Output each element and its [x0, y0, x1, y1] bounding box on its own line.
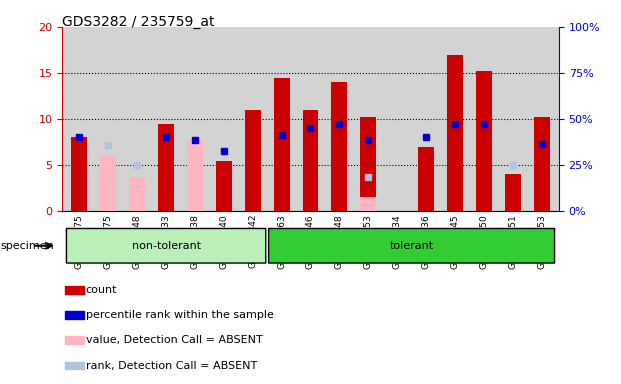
Bar: [158, 124, 174, 211]
Bar: [476, 71, 492, 211]
Text: tolerant: tolerant: [389, 241, 433, 251]
Bar: [101, 156, 116, 211]
Bar: [187, 140, 203, 211]
Bar: [65, 336, 84, 344]
Bar: [360, 117, 376, 211]
Text: specimen: specimen: [1, 241, 55, 251]
Text: GDS3282 / 235759_at: GDS3282 / 235759_at: [62, 15, 215, 29]
Bar: [65, 311, 84, 319]
Bar: [245, 110, 261, 211]
Text: non-tolerant: non-tolerant: [132, 241, 201, 251]
Bar: [187, 142, 203, 211]
Bar: [332, 82, 347, 211]
Text: count: count: [86, 285, 117, 295]
Bar: [505, 174, 520, 211]
Bar: [71, 137, 88, 211]
Bar: [418, 147, 434, 211]
Text: rank, Detection Call = ABSENT: rank, Detection Call = ABSENT: [86, 361, 257, 371]
Text: value, Detection Call = ABSENT: value, Detection Call = ABSENT: [86, 335, 263, 345]
Bar: [129, 177, 145, 211]
FancyBboxPatch shape: [269, 228, 555, 263]
Bar: [360, 197, 376, 211]
Bar: [216, 161, 232, 211]
Bar: [533, 117, 550, 211]
Text: percentile rank within the sample: percentile rank within the sample: [86, 310, 274, 320]
Bar: [447, 55, 463, 211]
Bar: [274, 78, 289, 211]
Bar: [65, 362, 84, 369]
Bar: [302, 110, 319, 211]
FancyBboxPatch shape: [66, 228, 266, 263]
Bar: [65, 286, 84, 294]
